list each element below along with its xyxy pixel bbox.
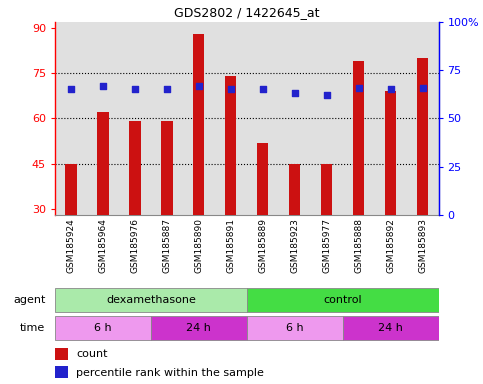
Text: 24 h: 24 h	[378, 323, 403, 333]
Point	[163, 86, 171, 93]
Bar	[353, 61, 364, 215]
Bar	[55, 348, 69, 360]
Bar	[321, 164, 332, 215]
Text: dexamethasone: dexamethasone	[106, 295, 196, 305]
Bar	[55, 366, 69, 379]
Point	[419, 84, 426, 91]
Bar	[151, 316, 247, 340]
Bar	[247, 288, 439, 312]
Point	[259, 86, 267, 93]
Point	[291, 90, 298, 96]
Bar	[257, 142, 269, 215]
Point	[323, 92, 330, 98]
Text: agent: agent	[13, 295, 45, 305]
Text: 6 h: 6 h	[286, 323, 303, 333]
Bar	[55, 316, 151, 340]
Bar	[247, 316, 343, 340]
Bar	[385, 91, 396, 215]
Point	[99, 83, 107, 89]
Bar	[98, 113, 109, 215]
Point	[227, 86, 235, 93]
Bar	[66, 164, 77, 215]
Text: count: count	[76, 349, 108, 359]
Text: 24 h: 24 h	[186, 323, 212, 333]
Point	[355, 84, 363, 91]
Bar	[343, 316, 439, 340]
Bar	[417, 58, 428, 215]
Point	[387, 86, 395, 93]
Point	[131, 86, 139, 93]
Bar	[289, 164, 300, 215]
Text: percentile rank within the sample: percentile rank within the sample	[76, 367, 264, 377]
Bar	[161, 121, 172, 215]
Text: 6 h: 6 h	[94, 323, 112, 333]
Title: GDS2802 / 1422645_at: GDS2802 / 1422645_at	[174, 6, 320, 19]
Bar	[55, 288, 247, 312]
Point	[67, 86, 75, 93]
Point	[195, 83, 203, 89]
Bar	[129, 121, 141, 215]
Text: time: time	[20, 323, 45, 333]
Text: control: control	[324, 295, 362, 305]
Bar	[193, 34, 204, 215]
Bar	[225, 76, 236, 215]
